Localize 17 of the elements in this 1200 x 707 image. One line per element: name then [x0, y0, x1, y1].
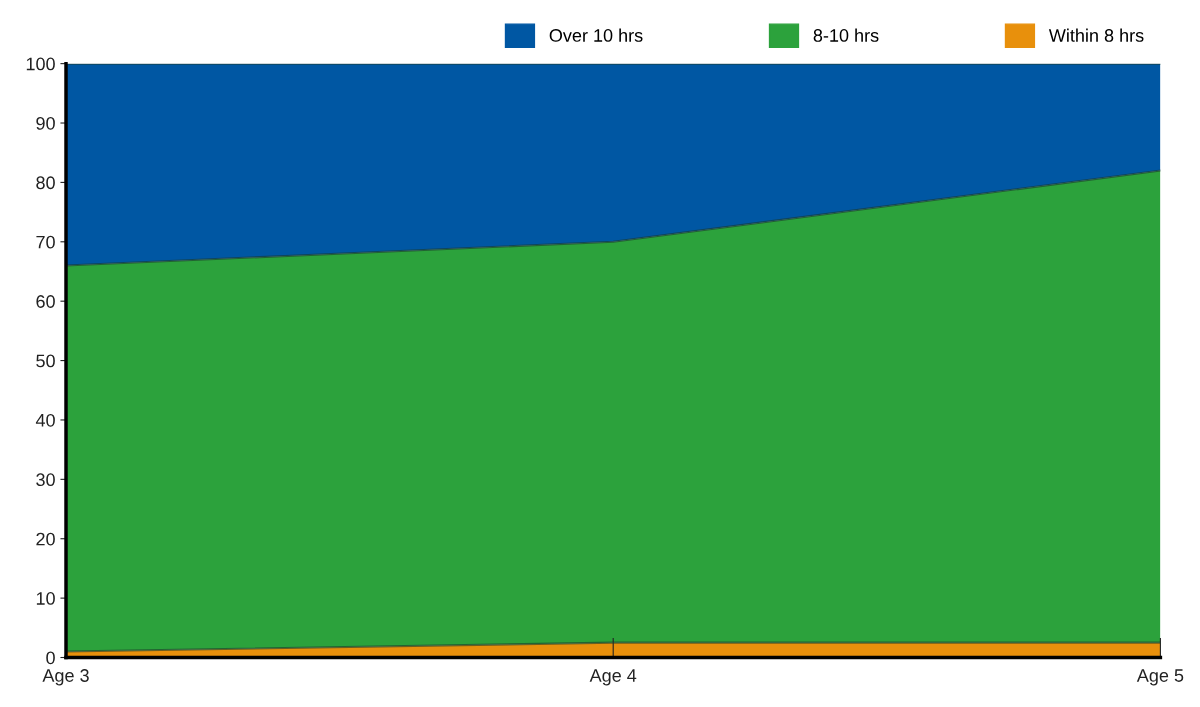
y-tick-label: 10 — [36, 592, 55, 605]
legend-label: 8-10 hrs — [813, 28, 879, 42]
y-tick-label: 30 — [36, 473, 55, 487]
y-tick-label: 80 — [36, 176, 55, 190]
x-tick-label: Age 3 — [42, 669, 89, 686]
x-tick-label: Age 5 — [1136, 669, 1184, 686]
legend-label: Within 8 hrs — [1048, 28, 1144, 42]
y-tick-label: 100 — [26, 57, 55, 71]
y-tick-label: 50 — [36, 354, 55, 368]
y-tick-label: 40 — [35, 413, 55, 427]
y-tick-label: 70 — [36, 235, 55, 249]
y-tick-label: 90 — [36, 116, 55, 130]
y-tick-label: 0 — [46, 651, 55, 665]
legend-label: Over 10 hrs — [549, 28, 643, 42]
x-tick-label: Age 4 — [589, 669, 637, 686]
y-tick-label: 60 — [36, 295, 55, 308]
y-tick-label: 20 — [36, 532, 55, 546]
